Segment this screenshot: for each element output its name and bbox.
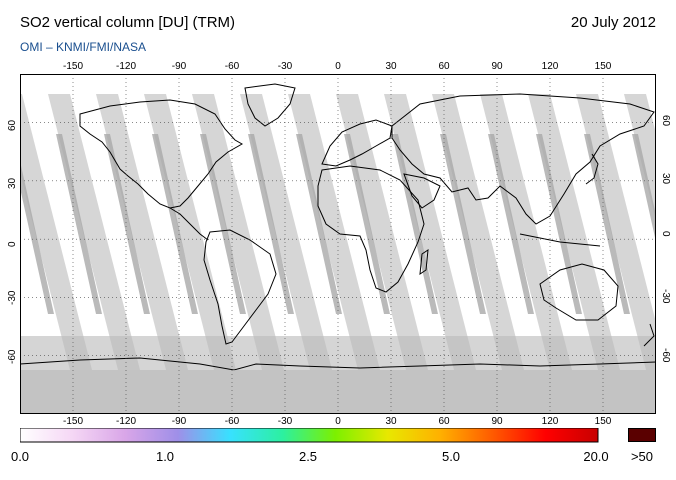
polar-no-data-band <box>20 336 656 370</box>
latitude-tick-right: 0 <box>660 231 671 237</box>
indonesia-coastline <box>519 233 601 247</box>
new-zealand-coastline <box>643 323 655 347</box>
longitude-tick-top: 0 <box>335 61 341 72</box>
longitude-tick-bottom: -150 <box>62 416 84 427</box>
longitude-tick-bottom: -120 <box>115 416 137 427</box>
longitude-tick-bottom: -90 <box>171 416 187 427</box>
longitude-tick-bottom: 0 <box>335 416 341 427</box>
colorbar-overflow-swatch <box>628 428 656 442</box>
swath-dark-band <box>200 134 246 314</box>
swath-gap-band <box>480 94 572 370</box>
central-america-coastline <box>169 207 209 241</box>
longitude-tick-top: -90 <box>171 61 187 72</box>
japan-coastline <box>585 153 599 185</box>
south-america-coastline <box>203 229 277 345</box>
swath-dark-band <box>632 134 656 242</box>
longitude-tick-top: -60 <box>224 61 240 72</box>
longitude-tick-bottom: 120 <box>541 416 559 427</box>
swath-gap-band <box>240 94 332 370</box>
swath-gap-band <box>48 94 140 370</box>
latitude-tick-right: -60 <box>660 347 671 363</box>
latitude-tick-left: 0 <box>7 241 18 248</box>
swath-gap-band <box>528 94 620 370</box>
colorbar-gradient <box>20 428 599 443</box>
swath-dark-band <box>104 134 150 314</box>
antarctica-land <box>20 370 656 414</box>
longitude-tick-top: 150 <box>594 61 612 72</box>
longitude-tick-bottom: 90 <box>491 416 503 427</box>
graticule <box>20 74 656 414</box>
latitude-tick-right: 60 <box>660 114 671 126</box>
latitude-tick-left: -30 <box>7 290 18 306</box>
map-date: 20 July 2012 <box>570 14 656 31</box>
swath-dark-band <box>296 134 342 314</box>
australia-coastline <box>539 263 619 321</box>
swath-gap-band <box>384 94 476 370</box>
antarctica-coastline <box>20 357 656 371</box>
colorbar-label: 1.0 <box>155 449 175 464</box>
longitude-tick-top: 90 <box>491 61 503 72</box>
land-masses <box>20 83 656 371</box>
latitude-tick-right: 30 <box>660 172 671 184</box>
latitude-tick-left: -60 <box>7 349 18 364</box>
asia-coastline <box>391 93 655 225</box>
longitude-tick-top: 60 <box>438 61 450 72</box>
north-america-coastline <box>79 99 244 209</box>
longitude-tick-bottom: -60 <box>224 416 240 427</box>
swath-dark-band <box>152 134 198 314</box>
greenland-coastline <box>244 83 296 127</box>
swath-dark-band <box>56 134 102 314</box>
colorbar <box>20 428 599 443</box>
colorbar-label: 0.0 <box>10 449 30 464</box>
colorbar-overflow-label: >50 <box>630 449 654 464</box>
longitude-tick-bottom: 150 <box>594 416 612 427</box>
swath-dark-band <box>536 134 582 314</box>
world-map <box>20 74 656 414</box>
colorbar-label: 20.0 <box>583 449 609 464</box>
longitude-tick-top: -30 <box>277 61 293 72</box>
swath-dark-band <box>440 134 486 314</box>
colorbar-label: 5.0 <box>441 449 461 464</box>
swath-dark-band <box>248 134 294 314</box>
longitude-tick-top: -120 <box>115 61 137 72</box>
latitude-tick-left: 60 <box>7 119 18 131</box>
longitude-tick-top: -150 <box>62 61 84 72</box>
map-frame <box>20 74 656 414</box>
latitude-tick-right: -30 <box>660 289 671 304</box>
longitude-tick-bottom: 60 <box>438 416 450 427</box>
swath-gap-band <box>288 94 380 370</box>
satellite-swath-gaps <box>20 94 656 370</box>
latitude-tick-left: 30 <box>7 177 18 189</box>
longitude-tick-top: 30 <box>385 61 397 72</box>
swath-dark-band <box>584 134 630 314</box>
madagascar-coastline <box>419 248 429 276</box>
africa-coastline <box>317 165 425 293</box>
longitude-tick-bottom: 30 <box>385 416 397 427</box>
europe-coastline <box>321 119 393 167</box>
longitude-tick-bottom: -30 <box>277 416 293 427</box>
swath-gap-band <box>20 94 92 370</box>
swath-gap-band <box>432 94 524 370</box>
swath-gap-band <box>96 94 188 370</box>
swath-dark-band <box>488 134 534 314</box>
colorbar-label: 2.5 <box>298 449 318 464</box>
arabia-coastline <box>403 173 441 209</box>
longitude-tick-top: 120 <box>541 61 559 72</box>
swath-dark-band <box>20 161 54 314</box>
map-title: SO2 vertical column [DU] (TRM) <box>20 14 236 31</box>
data-source: OMI – KNMI/FMI/NASA <box>20 40 147 54</box>
swath-gap-band <box>336 94 428 370</box>
swath-dark-band <box>344 134 390 314</box>
swath-gap-band <box>144 94 236 370</box>
